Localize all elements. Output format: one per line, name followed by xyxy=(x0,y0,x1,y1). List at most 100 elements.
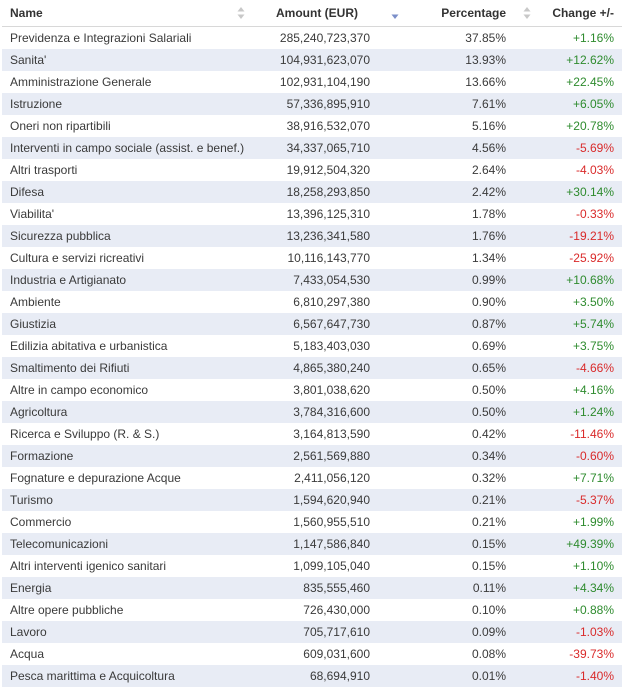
column-header-change-label: Change +/- xyxy=(552,6,614,20)
table-body: Previdenza e Integrazioni Salariali 285,2… xyxy=(2,26,622,687)
cell-percentage: 0.32% xyxy=(378,467,514,489)
sort-both-icon[interactable] xyxy=(522,5,532,21)
table-row[interactable]: Turismo 1,594,620,940 0.21% -5.37% xyxy=(2,489,622,511)
cell-change: +6.05% xyxy=(514,93,622,115)
cell-amount: 13,396,125,310 xyxy=(248,203,378,225)
cell-percentage: 37.85% xyxy=(378,26,514,49)
cell-name: Interventi in campo sociale (assist. e b… xyxy=(2,137,248,159)
cell-change: +10.68% xyxy=(514,269,622,291)
cell-percentage: 13.66% xyxy=(378,71,514,93)
table-row[interactable]: Viabilita' 13,396,125,310 1.78% -0.33% xyxy=(2,203,622,225)
cell-amount: 705,717,610 xyxy=(248,621,378,643)
table-row[interactable]: Interventi in campo sociale (assist. e b… xyxy=(2,137,622,159)
cell-amount: 1,099,105,040 xyxy=(248,555,378,577)
table-row[interactable]: Pesca marittima e Acquicoltura 68,694,910… xyxy=(2,665,622,687)
cell-change: +1.16% xyxy=(514,26,622,49)
cell-change: -5.69% xyxy=(514,137,622,159)
cell-amount: 102,931,104,190 xyxy=(248,71,378,93)
table-row[interactable]: Smaltimento dei Rifiuti 4,865,380,240 0.65… xyxy=(2,357,622,379)
table-row[interactable]: Oneri non ripartibili 38,916,532,070 5.16%… xyxy=(2,115,622,137)
table-row[interactable]: Industria e Artigianato 7,433,054,530 0.99… xyxy=(2,269,622,291)
sort-descending-icon[interactable] xyxy=(390,5,400,21)
cell-change: +4.34% xyxy=(514,577,622,599)
cell-percentage: 0.87% xyxy=(378,313,514,335)
table-row[interactable]: Cultura e servizi ricreativi 10,116,143,7… xyxy=(2,247,622,269)
cell-percentage: 0.09% xyxy=(378,621,514,643)
cell-name: Cultura e servizi ricreativi xyxy=(2,247,248,269)
cell-change: -1.40% xyxy=(514,665,622,687)
cell-amount: 2,561,569,880 xyxy=(248,445,378,467)
cell-amount: 104,931,623,070 xyxy=(248,49,378,71)
cell-amount: 34,337,065,710 xyxy=(248,137,378,159)
cell-change: -39.73% xyxy=(514,643,622,665)
table-row[interactable]: Telecomunicazioni 1,147,586,840 0.15% +49.3… xyxy=(2,533,622,555)
table-row[interactable]: Fognature e depurazione Acque 2,411,056,1… xyxy=(2,467,622,489)
table-row[interactable]: Amministrazione Generale 102,931,104,190 1… xyxy=(2,71,622,93)
cell-amount: 6,567,647,730 xyxy=(248,313,378,335)
cell-change: -5.37% xyxy=(514,489,622,511)
cell-change: -4.03% xyxy=(514,159,622,181)
cell-percentage: 0.15% xyxy=(378,555,514,577)
cell-percentage: 1.76% xyxy=(378,225,514,247)
table-row[interactable]: Commercio 1,560,955,510 0.21% +1.99% xyxy=(2,511,622,533)
table-row[interactable]: Sicurezza pubblica 13,236,341,580 1.76% -19… xyxy=(2,225,622,247)
column-header-name[interactable]: Name xyxy=(2,0,248,27)
cell-percentage: 0.01% xyxy=(378,665,514,687)
table-row[interactable]: Ambiente 6,810,297,380 0.90% +3.50% xyxy=(2,291,622,313)
table-row[interactable]: Istruzione 57,336,895,910 7.61% +6.05% xyxy=(2,93,622,115)
cell-name: Altre in campo economico xyxy=(2,379,248,401)
cell-percentage: 2.42% xyxy=(378,181,514,203)
table-row[interactable]: Giustizia 6,567,647,730 0.87% +5.74% xyxy=(2,313,622,335)
table-row[interactable]: Lavoro 705,717,610 0.09% -1.03% xyxy=(2,621,622,643)
column-header-percentage[interactable]: Percentage xyxy=(378,0,514,27)
cell-change: +12.62% xyxy=(514,49,622,71)
cell-name: Altri interventi igenico sanitari xyxy=(2,555,248,577)
cell-change: +7.71% xyxy=(514,467,622,489)
sort-both-icon[interactable] xyxy=(236,5,246,21)
cell-amount: 3,801,038,620 xyxy=(248,379,378,401)
table-row[interactable]: Difesa 18,258,293,850 2.42% +30.14% xyxy=(2,181,622,203)
cell-change: +22.45% xyxy=(514,71,622,93)
table-row[interactable]: Altri trasporti 19,912,504,320 2.64% -4.03% xyxy=(2,159,622,181)
cell-change: +30.14% xyxy=(514,181,622,203)
table-row[interactable]: Energia 835,555,460 0.11% +4.34% xyxy=(2,577,622,599)
cell-name: Commercio xyxy=(2,511,248,533)
cell-percentage: 0.21% xyxy=(378,511,514,533)
cell-percentage: 0.11% xyxy=(378,577,514,599)
cell-percentage: 0.34% xyxy=(378,445,514,467)
column-header-percentage-label: Percentage xyxy=(441,6,506,20)
column-header-change[interactable]: Change +/- xyxy=(514,0,622,27)
cell-amount: 3,164,813,590 xyxy=(248,423,378,445)
table-row[interactable]: Acqua 609,031,600 0.08% -39.73% xyxy=(2,643,622,665)
cell-amount: 1,560,955,510 xyxy=(248,511,378,533)
cell-change: +4.16% xyxy=(514,379,622,401)
table-row[interactable]: Agricoltura 3,784,316,600 0.50% +1.24% xyxy=(2,401,622,423)
table-row[interactable]: Previdenza e Integrazioni Salariali 285,2… xyxy=(2,26,622,49)
cell-percentage: 0.69% xyxy=(378,335,514,357)
table-row[interactable]: Sanita' 104,931,623,070 13.93% +12.62% xyxy=(2,49,622,71)
cell-amount: 835,555,460 xyxy=(248,577,378,599)
cell-name: Ambiente xyxy=(2,291,248,313)
table-row[interactable]: Ricerca e Sviluppo (R. & S.) 3,164,813,59… xyxy=(2,423,622,445)
cell-name: Formazione xyxy=(2,445,248,467)
cell-change: -25.92% xyxy=(514,247,622,269)
cell-percentage: 0.65% xyxy=(378,357,514,379)
cell-percentage: 0.42% xyxy=(378,423,514,445)
cell-amount: 57,336,895,910 xyxy=(248,93,378,115)
table-row[interactable]: Altre opere pubbliche 726,430,000 0.10% +0.… xyxy=(2,599,622,621)
cell-change: -1.03% xyxy=(514,621,622,643)
column-header-amount[interactable]: Amount (EUR) xyxy=(248,0,378,27)
cell-name: Pesca marittima e Acquicoltura xyxy=(2,665,248,687)
cell-change: +20.78% xyxy=(514,115,622,137)
cell-amount: 1,147,586,840 xyxy=(248,533,378,555)
table-row[interactable]: Altre in campo economico 3,801,038,620 0.5… xyxy=(2,379,622,401)
table-row[interactable]: Edilizia abitativa e urbanistica 5,183,40… xyxy=(2,335,622,357)
cell-amount: 285,240,723,370 xyxy=(248,26,378,49)
cell-amount: 6,810,297,380 xyxy=(248,291,378,313)
cell-amount: 2,411,056,120 xyxy=(248,467,378,489)
cell-name: Sanita' xyxy=(2,49,248,71)
table-row[interactable]: Formazione 2,561,569,880 0.34% -0.60% xyxy=(2,445,622,467)
cell-percentage: 1.34% xyxy=(378,247,514,269)
table-row[interactable]: Altri interventi igenico sanitari 1,099,1… xyxy=(2,555,622,577)
